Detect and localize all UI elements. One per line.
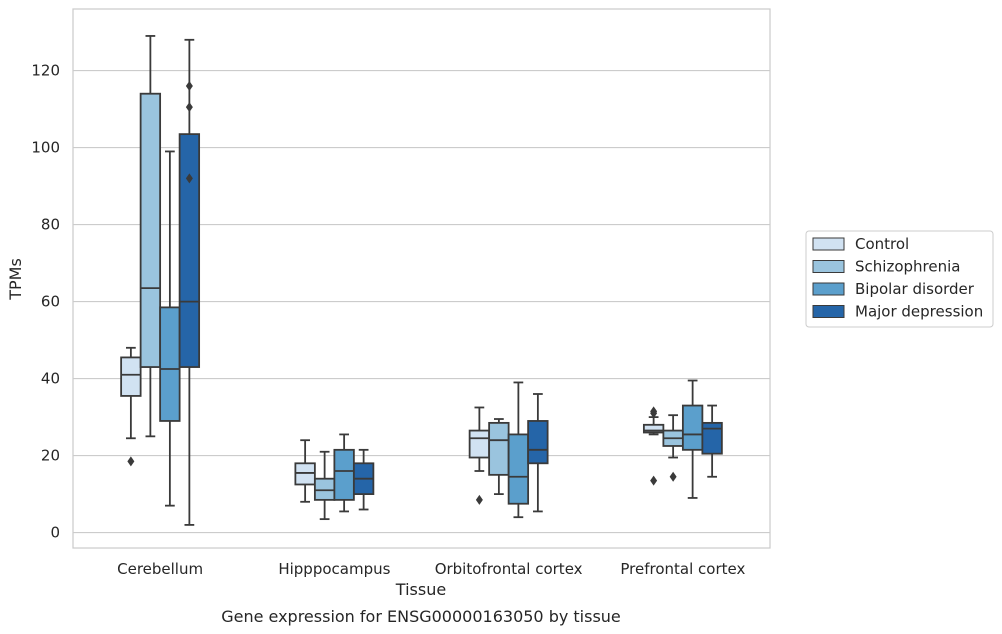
box-body [488,421,510,476]
box-groups [120,35,723,526]
box-bipolar-disorder-1 [333,433,355,513]
outlier-0 [669,471,677,482]
outlier-2 [650,406,658,417]
x-tick-cerebellum: Cerebellum [117,560,203,578]
y-tick-labels: 0 20 40 60 80 100 120 [31,62,60,542]
x-tick-prefrontal-cortex: Prefrontal cortex [620,560,745,578]
legend-label: Bipolar disorder [855,280,975,298]
legend-label: Schizophrenia [855,258,960,276]
box-schizophrenia-3 [662,414,684,482]
box-control-3 [642,406,665,486]
y-tick-20: 20 [41,447,60,465]
figure-caption: Gene expression for ENSG00000163050 by t… [221,607,621,626]
box-major-depression-2 [527,393,549,513]
box-major-depression-1 [352,448,375,511]
box-body [333,448,355,501]
box-body [294,462,316,486]
y-tick-120: 120 [31,62,60,80]
box-bipolar-disorder-0 [159,150,181,507]
legend-label: Control [855,235,909,253]
box-schizophrenia-0 [139,35,162,438]
y-tick-0: 0 [50,524,60,542]
legend-label: Major depression [855,303,983,321]
box-body [701,421,723,455]
box-body [681,404,704,451]
legend-swatch [812,282,845,296]
legend: Control Schizophrenia Bipolar disorder Majo… [805,230,994,328]
plot-background [73,9,770,548]
box-body [507,433,530,505]
x-axis-label: Tissue [395,580,446,599]
x-tick-hipppocampus: Hipppocampus [278,560,390,578]
y-tick-40: 40 [41,370,60,388]
outlier-0 [127,456,135,467]
legend-item-major-depression: Major depression [812,303,983,321]
box-major-depression-3 [701,404,723,478]
y-axis-label: TPMs [6,258,25,301]
outlier-1 [185,102,193,113]
box-major-depression-0 [178,38,201,526]
box-bipolar-disorder-3 [681,379,704,499]
box-body [313,477,336,501]
legend-swatch [812,305,845,318]
x-tick-orbitofrontal-cortex: Orbitofrontal cortex [435,560,583,578]
legend-items: Control Schizophrenia Bipolar disorder Majo… [812,235,983,321]
outlier-0 [650,475,658,486]
legend-swatch [812,260,845,273]
y-tick-100: 100 [31,139,60,157]
box-body [159,306,181,422]
legend-item-bipolar-disorder: Bipolar disorder [812,280,975,298]
box-body [642,423,665,434]
legend-item-control: Control [812,235,909,253]
y-tick-60: 60 [41,293,60,311]
legend-frame [805,230,994,328]
box-body [468,429,491,459]
box-control-1 [294,439,316,503]
plot-frame [72,8,771,549]
box-body [527,420,549,465]
box-body [139,92,162,368]
box-body [178,133,201,368]
outlier-2 [185,81,193,91]
outlier-0 [475,494,483,505]
legend-swatch [812,237,845,251]
box-bipolar-disorder-2 [507,381,530,519]
legend-item-schizophrenia: Schizophrenia [812,258,960,276]
box-control-2 [468,406,491,505]
box-control-0 [120,346,142,467]
x-tick-labels: Cerebellum Hipppocampus Orbitofrontal cort… [117,560,745,578]
y-tick-80: 80 [41,216,60,234]
box-body [120,356,142,397]
outlier-0 [185,173,193,184]
